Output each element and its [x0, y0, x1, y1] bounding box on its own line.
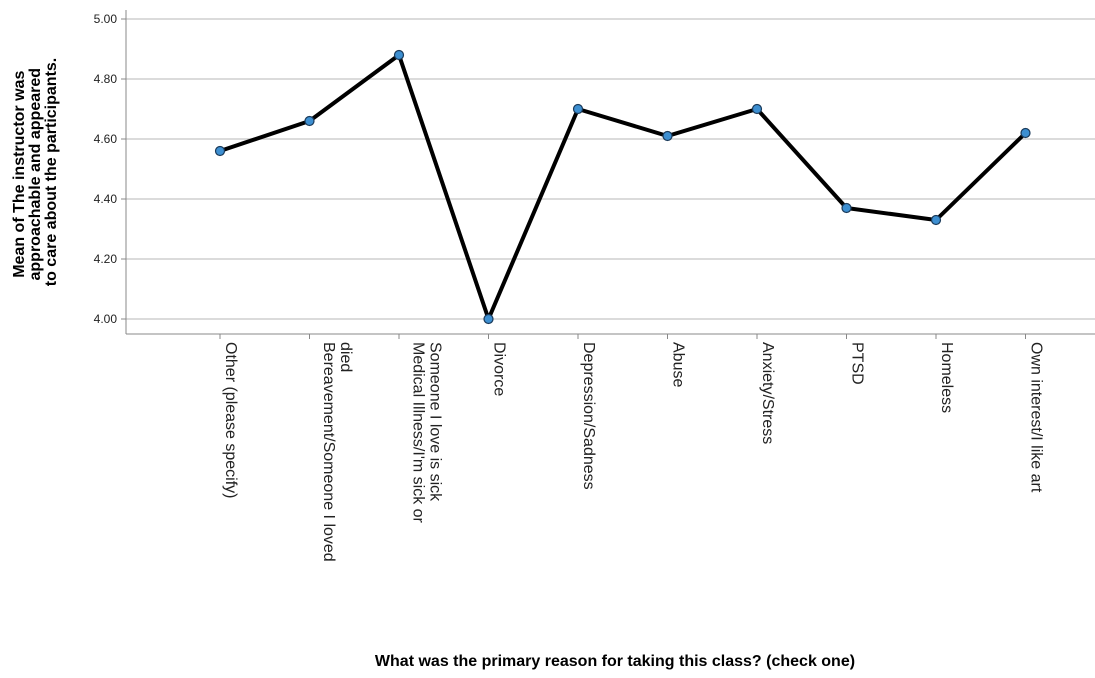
category-label-line: died	[337, 342, 354, 372]
gridlines	[126, 18, 1095, 320]
category-label: PTSD	[849, 342, 866, 385]
category-label: Other (please specify)	[222, 342, 239, 499]
y-tick-label: 4.60	[94, 132, 118, 146]
y-axis-title-line-2: approachable and appeared	[27, 68, 44, 281]
category-label-line: Anxiety/Stress	[759, 342, 776, 444]
y-ticks: 4.00 4.20 4.40 4.60 4.80 5.00	[94, 12, 126, 326]
category-label-line: Other (please specify)	[222, 342, 239, 499]
category-label: Medical Illness/I'm sick orSomeone I lov…	[410, 342, 444, 524]
axes	[125, 10, 1095, 335]
category-label: Bereavement/Someone I loveddied	[320, 342, 354, 562]
y-axis-title: Mean of The instructor was approachable …	[11, 58, 60, 286]
data-point	[930, 214, 942, 226]
category-label: Own interest/I like art	[1028, 342, 1045, 493]
data-point	[214, 145, 226, 157]
data-point	[751, 103, 763, 115]
x-axis-title: What was the primary reason for taking t…	[375, 653, 855, 670]
y-tick-label: 4.00	[94, 312, 118, 326]
category-label-line: Medical Illness/I'm sick or	[410, 342, 427, 524]
category-label-line: Homeless	[938, 342, 955, 413]
category-label: Anxiety/Stress	[759, 342, 776, 444]
category-label-line: Abuse	[670, 342, 687, 387]
data-point	[662, 130, 673, 142]
category-label: Homeless	[938, 342, 955, 413]
y-axis-title-line-3: to care about the participants.	[43, 58, 60, 286]
y-tick-label: 4.20	[94, 252, 118, 266]
data-points	[214, 49, 1031, 325]
data-point	[572, 103, 584, 115]
category-label-line: Divorce	[491, 342, 508, 396]
category-label-line: PTSD	[849, 342, 866, 385]
category-label: Abuse	[670, 342, 687, 387]
data-point	[483, 313, 494, 325]
category-label: Divorce	[491, 342, 508, 396]
y-tick-label: 4.80	[94, 72, 118, 86]
category-label-line: Own interest/I like art	[1028, 342, 1045, 493]
y-tick-label: 5.00	[94, 12, 118, 26]
y-tick-label: 4.40	[94, 192, 118, 206]
category-label-line: Bereavement/Someone I loved	[320, 342, 337, 562]
data-point	[393, 49, 405, 61]
category-label-line: Someone I love is sick	[427, 342, 444, 502]
category-label-line: Depression/Sadness	[580, 342, 597, 490]
series-line	[218, 53, 1028, 321]
category-label: Depression/Sadness	[580, 342, 597, 490]
x-labels: Other (please specify) Bereavement/Someon…	[219, 334, 1045, 562]
data-point	[304, 115, 315, 127]
y-axis-title-line-1: Mean of The instructor was	[11, 71, 28, 278]
data-point	[841, 202, 852, 214]
data-point	[1020, 127, 1031, 139]
